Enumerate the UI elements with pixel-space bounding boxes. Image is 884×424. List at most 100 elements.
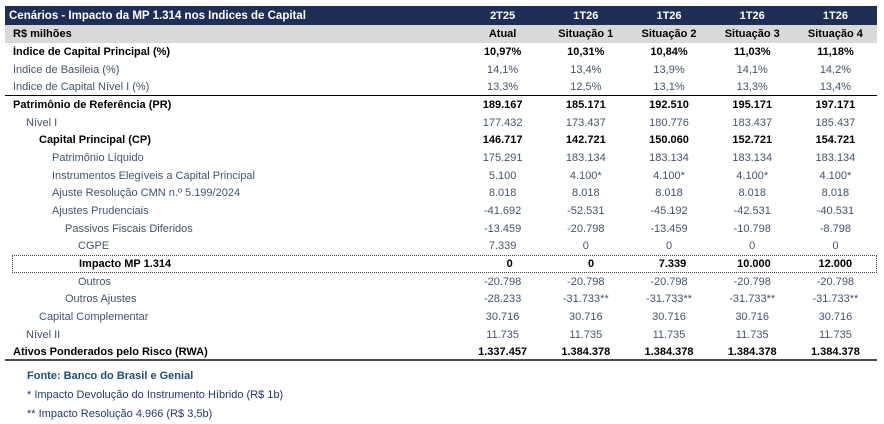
table-row: Outros Ajustes -28.233 -31.733** -31.733** -… bbox=[5, 291, 877, 309]
cell-value: 8.018 bbox=[738, 187, 766, 200]
cell-value: 8.018 bbox=[655, 187, 683, 200]
cell-value: 10.000 bbox=[737, 258, 771, 271]
cell-value: 183.437 bbox=[732, 116, 773, 129]
cell-value: -31.733** bbox=[562, 293, 609, 306]
cell-value: 189.167 bbox=[482, 98, 523, 111]
table-row: Outros -20.798 -20.798 -20.798 -20.798 -20.79… bbox=[5, 273, 877, 291]
table-row: Índice de Capital Nível I (%) 13,3% 12,5% 1… bbox=[5, 78, 877, 97]
row-values: 189.167 185.171 192.510 195.171 197.171 bbox=[461, 99, 877, 111]
row-label: Ajustes Prudenciais bbox=[52, 205, 149, 218]
row-label: Outros Ajustes bbox=[65, 293, 137, 306]
row-values: 7.339 0 0 0 0 bbox=[461, 240, 877, 252]
cell-value: 154.721 bbox=[815, 134, 856, 147]
row-label: Patrimônio Líquido bbox=[52, 151, 144, 164]
cell-value: 183.134 bbox=[732, 151, 773, 164]
row-values: 175.291 183.134 183.134 183.134 183.134 bbox=[461, 152, 877, 164]
table-row: Instrumentos Elegíveis a Capital Princip… bbox=[5, 167, 877, 185]
cell-value: 13,3% bbox=[736, 80, 768, 93]
subcolumn-header: Situação 3 bbox=[724, 28, 780, 40]
cell-value: 146.717 bbox=[482, 134, 523, 147]
cell-value: 11,03% bbox=[733, 45, 771, 58]
cell-value: 14,1% bbox=[736, 63, 768, 76]
cell-value: 30.716 bbox=[485, 311, 520, 324]
cell-value: -40.531 bbox=[816, 205, 855, 218]
cell-value: 192.510 bbox=[649, 98, 689, 111]
table-title: Cenários - Impacto da MP 1.314 nos Índic… bbox=[9, 9, 306, 22]
cell-value: 10,97% bbox=[483, 45, 522, 58]
column-header: 2T25 bbox=[490, 9, 516, 22]
table-row: Capital Complementar 30.716 30.716 30.716 30… bbox=[5, 308, 877, 326]
cell-value: 183.134 bbox=[565, 151, 606, 164]
cell-value: 10,31% bbox=[567, 45, 605, 58]
cell-value: -42.531 bbox=[733, 205, 771, 218]
cell-value: 177.432 bbox=[482, 116, 523, 129]
table-row: Capital Principal (CP) 146.717 142.721 150.… bbox=[5, 131, 877, 149]
row-label: Nível II bbox=[26, 328, 61, 341]
cell-value: 14,1% bbox=[487, 63, 519, 76]
subcolumn-header: Situação 2 bbox=[641, 28, 697, 40]
cell-value: 30.716 bbox=[568, 311, 603, 324]
cell-value: 0 bbox=[588, 258, 595, 271]
table-row: Nível II 11.735 11.735 11.735 11.735 11.735 bbox=[5, 326, 877, 344]
row-values: 5.100 4.100* 4.100* 4.100* 4.100* bbox=[461, 170, 877, 182]
cell-value: 4.100* bbox=[819, 169, 852, 182]
cell-value: 185.437 bbox=[815, 116, 856, 129]
cell-value: 185.171 bbox=[565, 98, 606, 111]
table-row: Passivos Fiscais Diferidos -13.459 -20.798… bbox=[5, 220, 877, 238]
row-values: 11.735 11.735 11.735 11.735 11.735 bbox=[461, 329, 877, 341]
column-header: 1T26 bbox=[739, 9, 765, 22]
cell-value: 11.735 bbox=[569, 328, 603, 341]
header-subcolumns: Atual Situação 1 Situação 2 Situação 3 Situa… bbox=[461, 28, 877, 40]
cell-value: 1.384.378 bbox=[561, 345, 611, 358]
cell-value: 7.339 bbox=[488, 240, 517, 253]
cell-value: 1.384.378 bbox=[644, 345, 694, 358]
row-label: Instrumentos Elegíveis a Capital Princip… bbox=[52, 169, 255, 182]
subcolumn-header: Situação 4 bbox=[807, 28, 863, 40]
cell-value: -20.798 bbox=[733, 275, 771, 288]
row-label: Índice de Basileia (%) bbox=[13, 63, 120, 76]
cell-value: 12.000 bbox=[818, 258, 853, 271]
capital-scenarios-table: Cenários - Impacto da MP 1.314 nos Índic… bbox=[5, 6, 877, 362]
row-label: Patrimônio de Referência (PR) bbox=[13, 98, 172, 111]
header-columns: 2T25 1T26 1T26 1T26 1T26 bbox=[461, 10, 877, 22]
table-row: Impacto MP 1.314 0 0 7.339 10.000 12.000 bbox=[12, 255, 877, 273]
row-label: CGPE bbox=[78, 240, 110, 253]
row-values: 13,3% 12,5% 13,1% 13,3% 13,4% bbox=[461, 81, 877, 93]
table-row: Patrimônio Líquido 175.291 183.134 183.134 1… bbox=[5, 149, 877, 167]
cell-value: -31.733** bbox=[812, 293, 859, 306]
cell-value: 13,1% bbox=[653, 80, 685, 93]
cell-value: -20.798 bbox=[816, 275, 855, 288]
row-values: 30.716 30.716 30.716 30.716 30.716 bbox=[461, 311, 877, 323]
row-values: 8.018 8.018 8.018 8.018 8.018 bbox=[461, 187, 877, 199]
source-note: Fonte: Banco do Brasil e Genial bbox=[27, 369, 194, 382]
cell-value: 8.018 bbox=[572, 187, 600, 200]
row-values: 10,97% 10,31% 10,84% 11,03% 11,18% bbox=[461, 46, 877, 58]
table-row: Ativos Ponderados pelo Risco (RWA) 1.337.… bbox=[5, 344, 877, 362]
row-label: Capital Principal (CP) bbox=[39, 134, 151, 147]
cell-value: -20.798 bbox=[567, 275, 605, 288]
row-label: Outros bbox=[78, 275, 112, 288]
cell-value: -28.233 bbox=[483, 293, 522, 306]
cell-value: -10.798 bbox=[733, 222, 771, 235]
cell-value: -8.798 bbox=[819, 222, 852, 235]
table-row: CGPE 7.339 0 0 0 0 bbox=[5, 238, 877, 256]
cell-value: -31.733** bbox=[729, 293, 776, 306]
cell-value: -13.459 bbox=[483, 222, 522, 235]
cell-value: 0 bbox=[506, 258, 513, 271]
row-values: -13.459 -20.798 -13.459 -10.798 -8.798 bbox=[461, 223, 877, 235]
cell-value: 11.735 bbox=[819, 328, 852, 341]
row-values: 14,1% 13,4% 13,9% 14,1% 14,2% bbox=[461, 64, 877, 76]
cell-value: 4.100* bbox=[569, 169, 602, 182]
column-header: 1T26 bbox=[573, 9, 599, 22]
cell-value: 180.776 bbox=[649, 116, 689, 129]
cell-value: 152.721 bbox=[732, 134, 773, 147]
cell-value: 0 bbox=[832, 240, 839, 253]
cell-value: 183.134 bbox=[649, 151, 689, 164]
cell-value: 0 bbox=[582, 240, 589, 253]
row-label: Passivos Fiscais Diferidos bbox=[65, 222, 193, 235]
row-values: -41.692 -52.531 -45.192 -42.531 -40.531 bbox=[461, 205, 877, 217]
cell-value: 30.716 bbox=[652, 311, 686, 324]
cell-value: -20.798 bbox=[567, 222, 605, 235]
table-row: Índice de Capital Principal (%) 10,97% 10,… bbox=[5, 43, 877, 61]
cell-value: 13,3% bbox=[487, 80, 519, 93]
